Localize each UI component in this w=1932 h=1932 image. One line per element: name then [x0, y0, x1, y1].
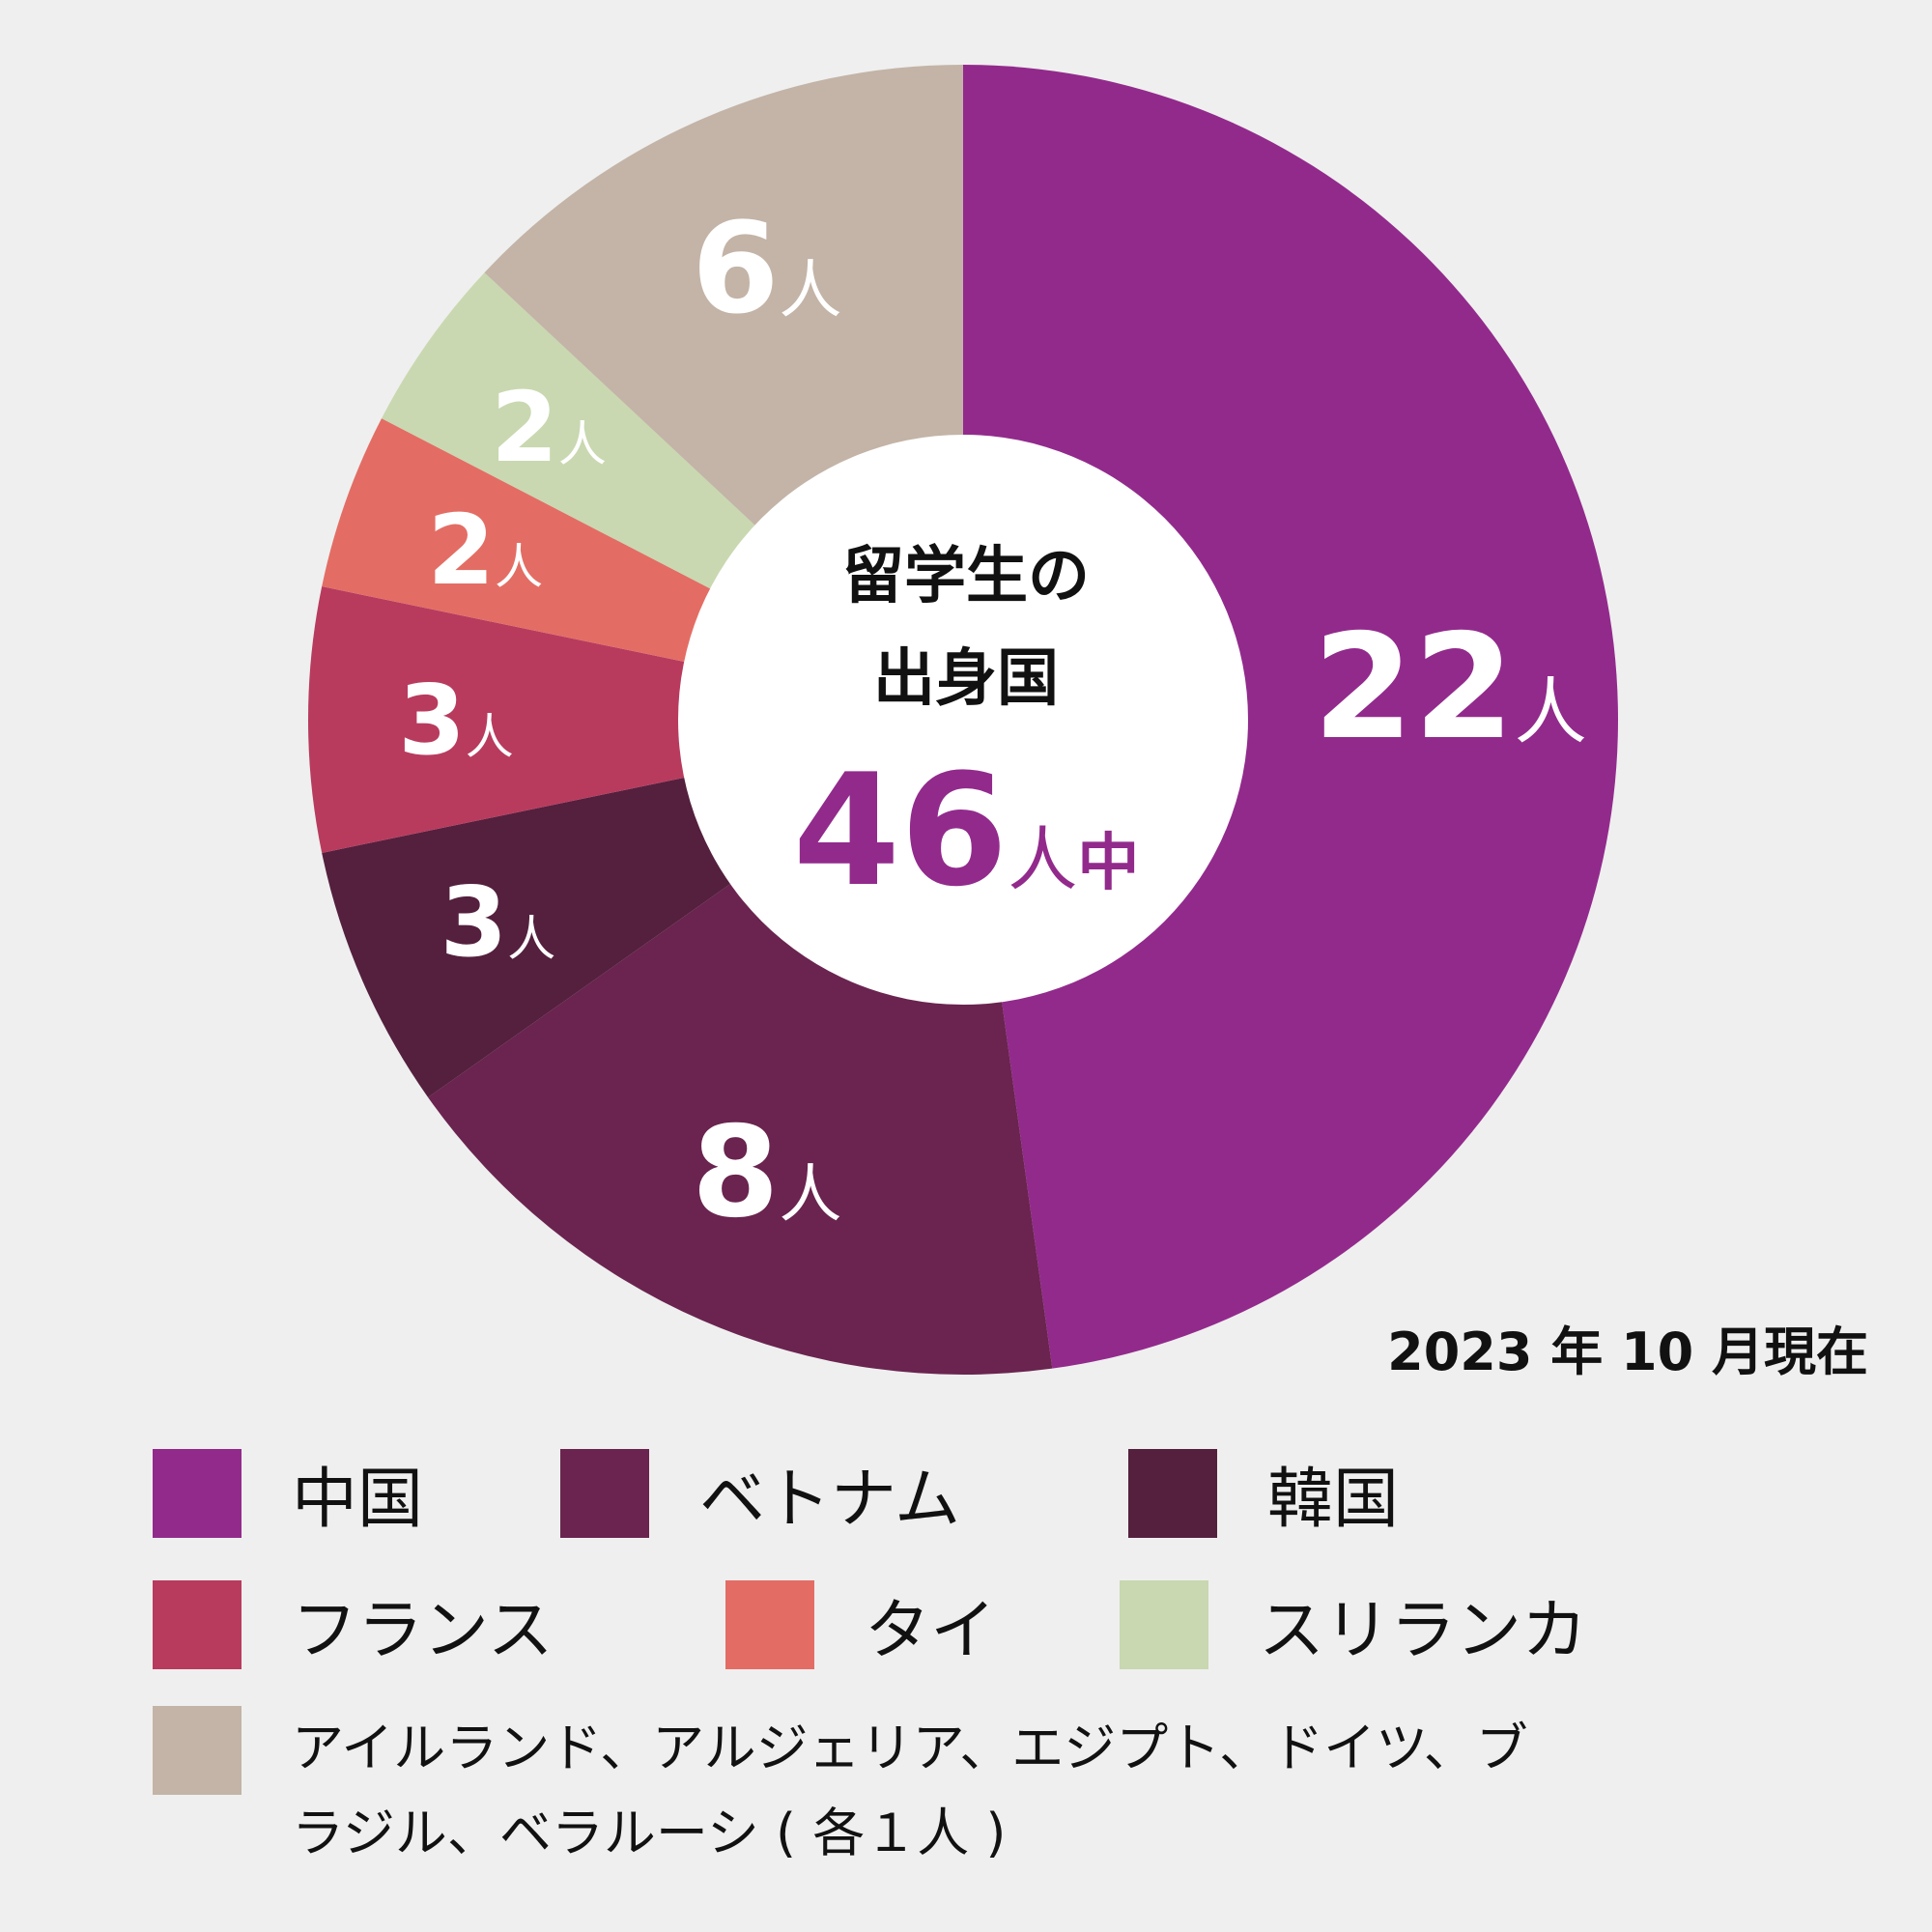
slice-france [307, 586, 963, 853]
slice-china [963, 65, 1618, 1369]
legend-swatch [1120, 1579, 1208, 1669]
legend-swatch [560, 1448, 649, 1538]
legend-label: スリランカ [1259, 1593, 1588, 1669]
center-title-line1: 留学生の [842, 541, 1090, 612]
slice-label-vietnam: 8人 [692, 1098, 841, 1245]
center-title-line2: 出身国 [873, 643, 1059, 715]
legend-swatch [1128, 1448, 1217, 1538]
legend-item-korea: 韓国 [1128, 1445, 1399, 1541]
slice-label-france: 3人 [398, 664, 514, 777]
legend-swatch [153, 1706, 242, 1795]
as-of-date: 2023 年 10 月現在 [1387, 1321, 1868, 1382]
legend-label: タイ [865, 1593, 997, 1669]
legend-label: 韓国 [1267, 1462, 1400, 1538]
slice-label-srilanka: 2人 [491, 371, 607, 484]
legend-swatch [153, 1448, 242, 1538]
legend-swatch [153, 1579, 242, 1669]
legend-label: アイルランド、アルジェリア、エジプト、ドイツ、ブラジル、ベラルーシ ( 各１人 … [292, 1718, 1528, 1863]
legend-item-vietnam: ベトナム [560, 1445, 960, 1541]
slice-label-thailand: 2人 [428, 494, 544, 607]
center-suffix: 中 [1077, 828, 1139, 899]
legend-swatch [725, 1579, 814, 1669]
legend-item-srilanka: スリランカ [1120, 1577, 1587, 1672]
slice-label-others: 6人 [692, 195, 841, 342]
legend-item-china: 中国 [153, 1445, 423, 1541]
donut-hole [678, 435, 1248, 1005]
slice-label-korea: 3人 [440, 866, 556, 979]
center-total-group: 46人中 [793, 740, 1140, 921]
legend-label: フランス [292, 1593, 554, 1669]
center-unit: 人 [1008, 819, 1077, 900]
legend-label: ベトナム [699, 1462, 960, 1538]
legend-item-thailand: タイ [725, 1577, 996, 1672]
legend-label: 中国 [292, 1462, 424, 1538]
center-total: 46 [793, 740, 1009, 921]
legend-item-france: フランス [153, 1577, 554, 1672]
slice-label-china: 22人 [1313, 604, 1587, 772]
legend-item-other: アイルランド、アルジェリア、エジプト、ドイツ、ブラジル、ベラルーシ ( 各１人 … [153, 1706, 1548, 1876]
